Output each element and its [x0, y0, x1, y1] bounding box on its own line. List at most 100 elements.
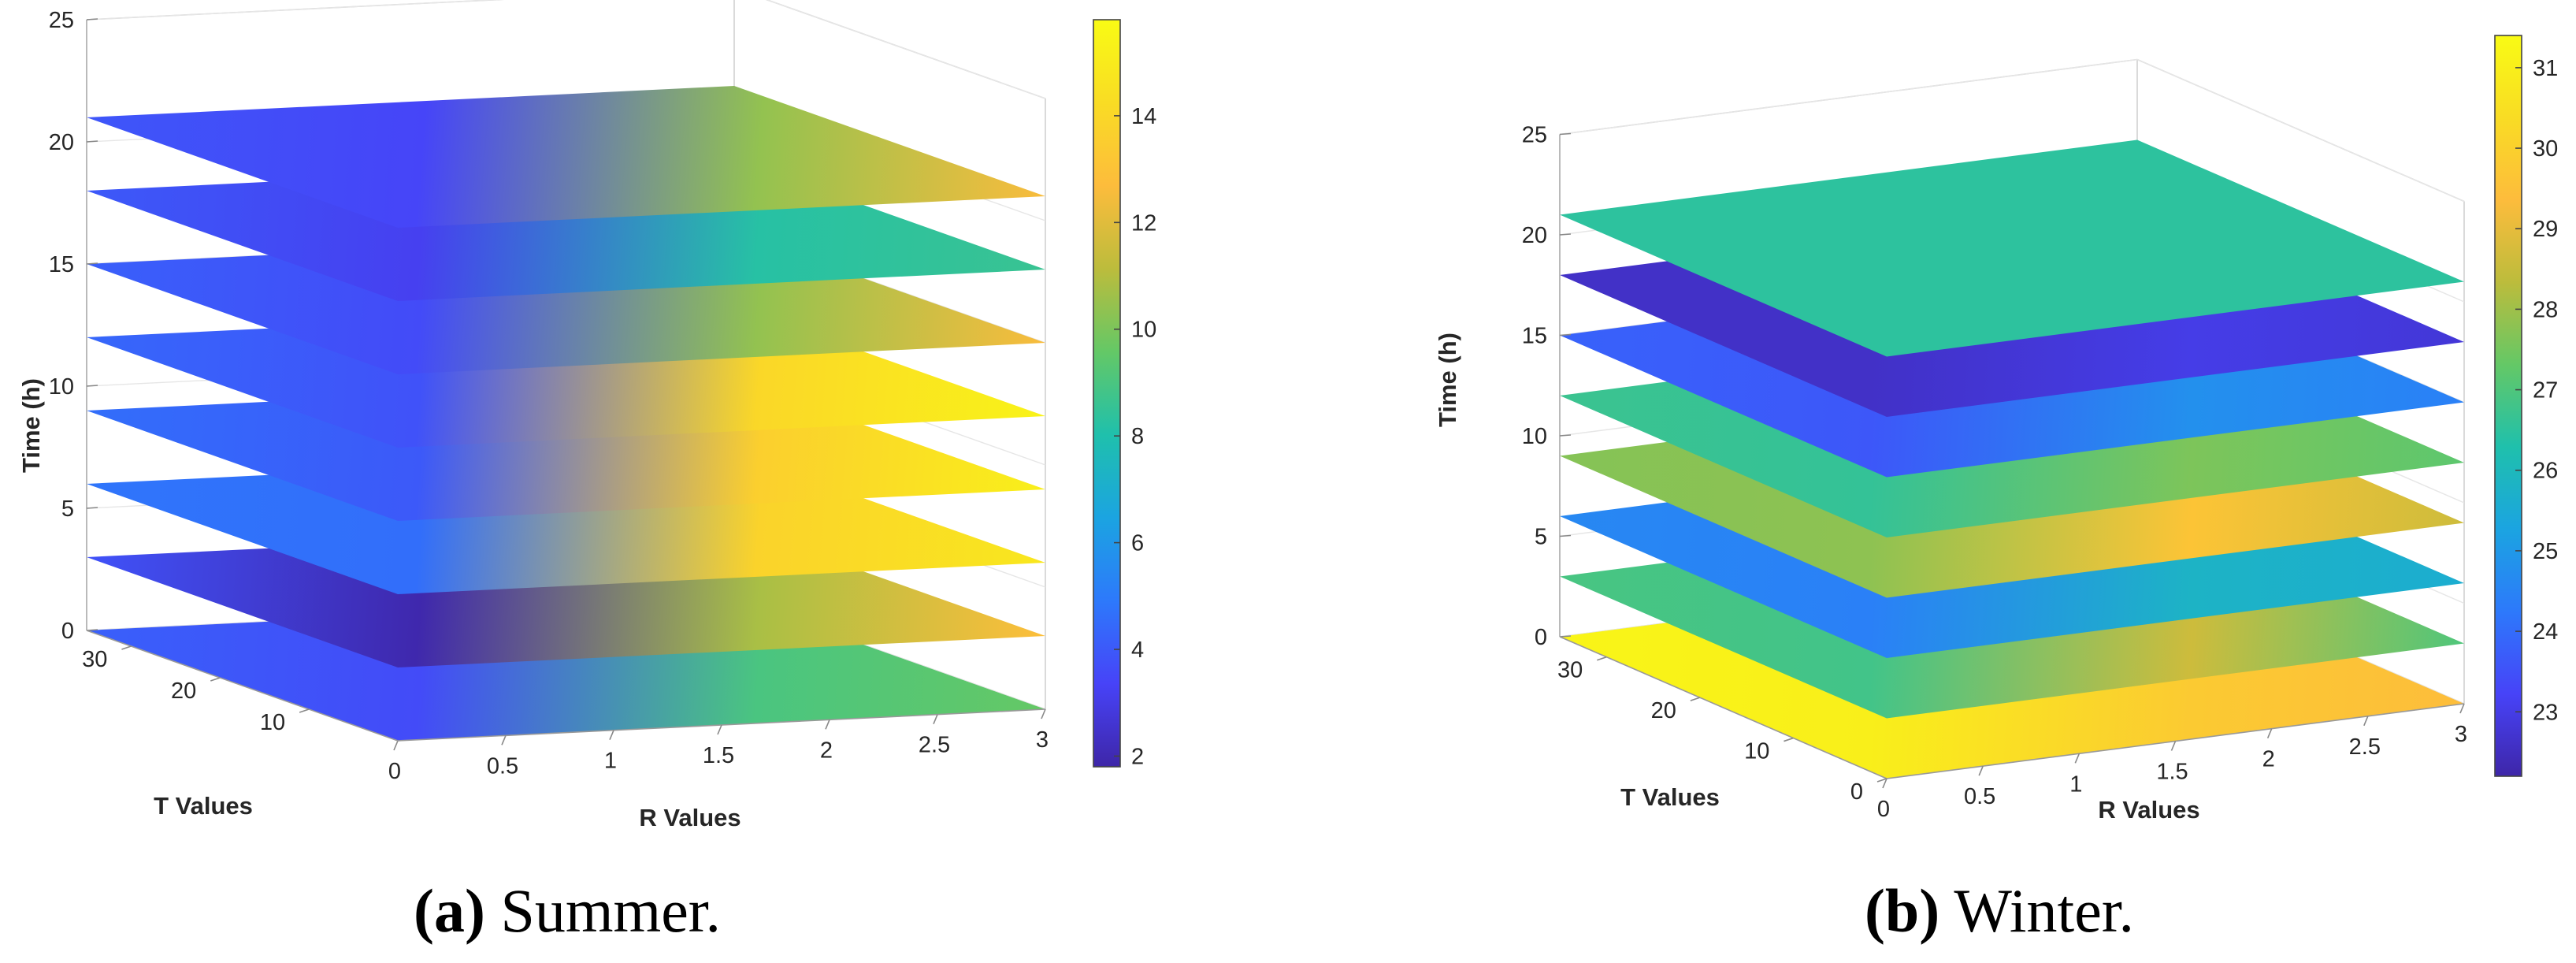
panel-a-z-label: Time (h): [17, 378, 45, 473]
y-tick-mark: [121, 645, 132, 650]
panel-a-caption: (a) Summer.: [414, 876, 721, 945]
z-tick-mark: [1559, 434, 1572, 437]
y-tick-mark: [210, 677, 221, 682]
slice-surface-t21: [87, 86, 1045, 228]
z-tick-mark: [1559, 132, 1572, 136]
panel-b-y-label: T Values: [1620, 783, 1720, 811]
x-tick-label: 3: [2455, 722, 2467, 747]
colorbar-tick-label: 28: [2533, 297, 2558, 322]
z-gridline: [1559, 58, 2465, 203]
x-tick-mark: [609, 730, 614, 740]
z-tick-label: 5: [1535, 525, 1547, 550]
z-tick-label: 5: [61, 496, 74, 522]
box-edge: [86, 0, 505, 20]
x-tick-mark: [501, 735, 507, 745]
panel-a-axes: 0 5 10 15 20 25 0 0.5 1 1.5 2 2.5 3 10 20 30: [49, 8, 1049, 784]
y-tick-mark: [299, 708, 310, 713]
box-edge: [765, 0, 1046, 99]
colorbar-tick-label: 6: [1131, 531, 1144, 556]
y-tick-label: 10: [1744, 739, 1769, 764]
x-tick-mark: [933, 714, 938, 724]
z-tick-mark: [86, 18, 98, 20]
z-tick-mark: [86, 140, 98, 143]
colorbar-tick-label: 10: [1131, 318, 1156, 343]
colorbar-tick-label: 27: [2533, 378, 2558, 403]
x-tick-mark: [1882, 778, 1887, 789]
colorbar-tick-label: 12: [1131, 210, 1156, 236]
panel-b-caption: (b) Winter.: [1865, 876, 2134, 945]
z-tick-label: 15: [49, 252, 74, 277]
y-tick-mark: [1597, 656, 1607, 661]
y-axis-line: [1559, 636, 1887, 779]
y-tick-mark: [1784, 737, 1794, 742]
x-tick-label: 1.5: [2156, 760, 2188, 785]
panel-a-colorbar: 2 4 6 8 10 12 14: [1093, 19, 1156, 769]
panel-a-y-label: T Values: [154, 792, 253, 820]
x-tick-label: 1: [604, 749, 617, 774]
y-tick-label: 30: [1557, 658, 1583, 683]
panel-a-caption-text: Summer.: [485, 876, 721, 945]
y-tick-label: 20: [171, 679, 196, 704]
panel-a-x-label: R Values: [639, 804, 741, 831]
x-tick-label: 3: [1036, 727, 1049, 753]
z-tick-label: 0: [61, 619, 74, 644]
z-tick-label: 15: [1522, 324, 1547, 349]
panel-b-x-label: R Values: [2098, 796, 2199, 824]
panel-a-slices: [87, 86, 1045, 741]
x-tick-mark: [2266, 728, 2273, 738]
y-axis-line: [86, 630, 399, 742]
z-tick-label: 0: [1535, 625, 1547, 650]
x-tick-mark: [393, 740, 399, 751]
colorbar-tick-label: 25: [2533, 539, 2558, 564]
z-tick-mark: [1559, 635, 1572, 638]
x-tick-mark: [2074, 753, 2080, 764]
panel-b-colorbar: 23 24 25 26 27 28 29 30 31: [2494, 35, 2558, 777]
x-tick-label: 2.5: [919, 733, 950, 758]
x-tick-mark: [717, 724, 722, 735]
z-tick-mark: [1559, 233, 1572, 236]
colorbar-tick-label: 4: [1131, 638, 1144, 663]
y-tick-label: 20: [1651, 698, 1676, 723]
z-tick-label: 10: [1522, 424, 1547, 449]
z-tick-label: 10: [49, 374, 74, 400]
colorbar-tick-label: 14: [1131, 104, 1156, 129]
x-tick-label: 2: [2262, 747, 2275, 772]
y-tick-label: 10: [260, 710, 285, 735]
panel-a: 0 5 10 15 20 25 0 0.5 1 1.5 2 2.5 3 10 20 30 2 4 6 8 10 12 14…: [17, 0, 1156, 945]
x-tick-label: 1.5: [703, 743, 734, 768]
z-tick-label: 25: [49, 8, 74, 33]
z-gridline: [86, 0, 1046, 99]
x-tick-label: 0.5: [1964, 784, 1995, 809]
colorbar-tick-label: 24: [2533, 619, 2558, 645]
colorbar-tick-label: 29: [2533, 217, 2558, 242]
colorbar-gradient: [2494, 35, 2522, 777]
colorbar-tick-label: 30: [2533, 136, 2558, 162]
x-tick-label: 0.5: [487, 753, 518, 779]
colorbar-tick-label: 8: [1131, 424, 1144, 449]
colorbar-tick-label: 26: [2533, 459, 2558, 484]
z-tick-label: 20: [1522, 223, 1547, 248]
panel-b-z-label: Time (h): [1434, 333, 1461, 427]
z-tick-mark: [86, 262, 98, 265]
y-tick-mark: [1876, 778, 1887, 783]
panel-b-caption-letter: (b): [1865, 876, 1939, 945]
panel-a-caption-letter: (a): [414, 876, 485, 945]
x-tick-label: 0: [388, 759, 401, 784]
x-tick-label: 2: [820, 738, 833, 763]
colorbar-tick-label: 31: [2533, 56, 2558, 81]
x-tick-label: 0: [1877, 797, 1890, 822]
x-tick-mark: [1978, 765, 1984, 776]
z-tick-mark: [86, 385, 98, 387]
panel-b-slices: [1560, 139, 2464, 779]
z-tick-label: 20: [49, 130, 74, 155]
y-tick-label: 30: [82, 647, 107, 672]
panel-b-caption-text: Winter.: [1939, 876, 2134, 945]
colorbar-gradient: [1093, 19, 1121, 768]
x-tick-mark: [2459, 703, 2465, 714]
y-tick-mark: [1690, 697, 1701, 701]
slice-surface-t21: [1560, 139, 2464, 357]
z-tick-mark: [1559, 534, 1572, 537]
